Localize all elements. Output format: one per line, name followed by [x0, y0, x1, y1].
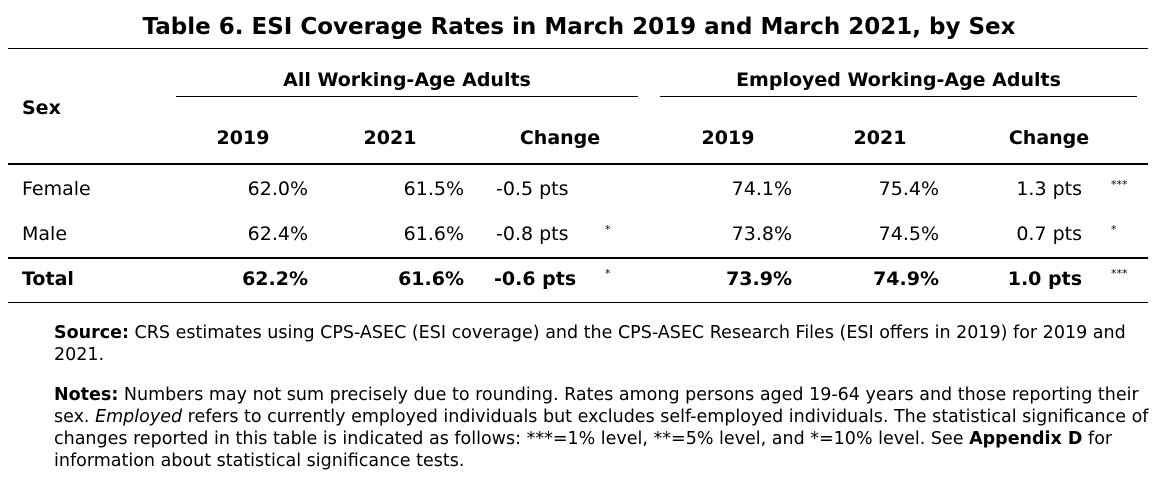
top-rule: [8, 48, 1148, 49]
cell-emp-change: 0.7 pts: [1016, 223, 1082, 245]
cell-all-2019: 62.2%: [242, 268, 308, 290]
row-label: Female: [22, 178, 91, 200]
cell-emp-2021: 74.5%: [878, 223, 939, 245]
col-header-emp-2019: 2019: [701, 127, 755, 149]
cell-emp-change: 1.0 pts: [1007, 268, 1082, 290]
notes-text: for information about statistical signif…: [54, 429, 1113, 471]
cell-all-2019: 62.0%: [247, 178, 308, 200]
row-label: Total: [22, 268, 74, 290]
notes-emphasis: Employed: [95, 407, 183, 427]
cell-emp-2019: 73.8%: [731, 223, 792, 245]
cell-emp-2019: 74.1%: [731, 178, 792, 200]
col-header-all-change: Change: [519, 127, 601, 149]
group-header-all: All Working-Age Adults: [283, 69, 531, 91]
significance-marker: ***: [1111, 267, 1128, 280]
cell-emp-2021: 75.4%: [878, 178, 939, 200]
significance-marker: *: [1111, 223, 1117, 236]
table-title: Table 6. ESI Coverage Rates in March 201…: [142, 14, 1016, 40]
col-header-emp-2021: 2021: [853, 127, 907, 149]
col-header-all-2021: 2021: [363, 127, 417, 149]
cell-all-2021: 61.6%: [398, 268, 464, 290]
group-rule-all: [176, 96, 638, 97]
cell-emp-2021: 74.9%: [873, 268, 939, 290]
appendix-reference: Appendix D: [969, 429, 1083, 449]
notes-text: Numbers may not sum precisely due to rou…: [54, 385, 1139, 427]
cell-emp-change: 1.3 pts: [1016, 178, 1082, 200]
cell-all-2021: 61.5%: [403, 178, 464, 200]
cell-all-2021: 61.6%: [403, 223, 464, 245]
group-header-employed: Employed Working-Age Adults: [736, 69, 1061, 91]
significance-marker: ***: [1111, 178, 1128, 191]
bottom-rule: [8, 302, 1148, 303]
notes-block: Notes: Numbers may not sum precisely due…: [54, 384, 1149, 472]
cell-all-change: -0.8 pts: [496, 223, 569, 245]
cell-all-change: -0.6 pts: [494, 268, 577, 290]
significance-marker: *: [605, 223, 611, 236]
header-rule: [8, 163, 1148, 165]
cell-all-change: -0.5 pts: [496, 178, 569, 200]
row-header-sex: Sex: [22, 97, 61, 119]
notes-text: refers to currently employed individuals…: [54, 407, 1149, 449]
col-header-all-2019: 2019: [216, 127, 270, 149]
source-text: CRS estimates using CPS-ASEC (ESI covera…: [54, 323, 1126, 365]
group-rule-employed: [660, 96, 1137, 97]
row-label: Male: [22, 223, 68, 245]
significance-marker: *: [605, 267, 611, 280]
cell-emp-2019: 73.9%: [726, 268, 792, 290]
col-header-emp-change: Change: [1008, 127, 1090, 149]
source-label: Source:: [54, 323, 129, 343]
source-note: Source: CRS estimates using CPS-ASEC (ES…: [54, 322, 1149, 366]
total-rule: [8, 257, 1148, 259]
notes-label: Notes:: [54, 385, 119, 405]
cell-all-2019: 62.4%: [247, 223, 308, 245]
